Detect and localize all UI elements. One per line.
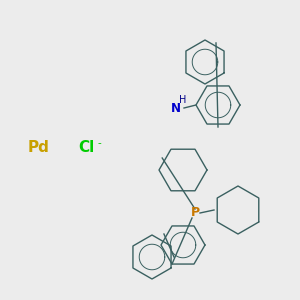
- Text: P: P: [190, 206, 200, 220]
- Text: Cl: Cl: [78, 140, 94, 155]
- Text: -: -: [98, 138, 102, 148]
- Text: N: N: [171, 101, 181, 115]
- Text: Pd: Pd: [28, 140, 50, 155]
- Text: H: H: [179, 95, 187, 105]
